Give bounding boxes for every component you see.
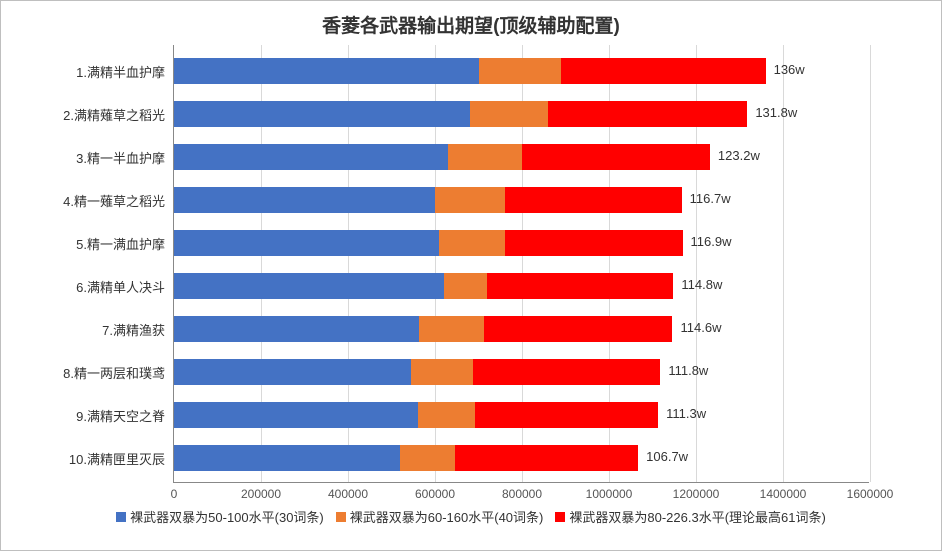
legend-swatch [555,512,565,522]
bar-segment [411,359,473,385]
bar-row [174,187,682,213]
bar-row [174,144,710,170]
legend-label: 裸武器双暴为50-100水平(30词条) [130,507,324,526]
legend-swatch [116,512,126,522]
legend: 裸武器双暴为50-100水平(30词条) 裸武器双暴为60-160水平(40词条)… [1,507,941,526]
bar-segment [174,144,448,170]
value-label: 106.7w [646,449,688,464]
bar-segment [479,58,562,84]
legend-swatch [336,512,346,522]
bar-segment [448,144,522,170]
bar-segment [470,101,548,127]
bar-segment [435,187,505,213]
bar-segment [174,316,419,342]
bar-segment [419,316,484,342]
x-tick-label: 1600000 [847,487,894,501]
category-label: 8.精一两层和璞鸢 [63,363,165,382]
gridline [870,45,871,482]
bar-segment [174,445,400,471]
value-label: 114.8w [681,277,722,292]
bar-segment [418,402,476,428]
x-tick-label: 800000 [502,487,542,501]
value-label: 116.7w [690,191,731,206]
category-label: 6.满精单人决斗 [76,277,165,296]
category-label: 2.满精薙草之稻光 [63,105,165,124]
legend-item: 裸武器双暴为80-226.3水平(理论最高61词条) [555,507,825,526]
bar-segment [548,101,747,127]
bar-segment [473,359,660,385]
value-label: 111.8w [668,363,708,378]
bar-segment [439,230,504,256]
chart-title: 香菱各武器输出期望(顶级辅助配置) [9,11,933,38]
bar-segment [174,187,435,213]
value-label: 131.8w [755,105,797,120]
bar-row [174,402,658,428]
bar-row [174,230,683,256]
bar-segment [400,445,455,471]
value-label: 136w [774,62,805,77]
x-tick-label: 200000 [241,487,281,501]
bar-segment [174,402,418,428]
value-label: 116.9w [691,234,732,249]
bar-segment [174,230,439,256]
bar-segment [174,359,411,385]
category-label: 9.满精天空之脊 [76,406,165,425]
category-label: 7.满精渔获 [102,320,165,339]
bar-row [174,58,766,84]
x-tick-label: 400000 [328,487,368,501]
bar-row [174,273,673,299]
category-label: 10.满精匣里灭辰 [69,449,165,468]
value-label: 114.6w [681,320,722,335]
x-tick-label: 600000 [415,487,455,501]
value-label: 111.3w [666,406,706,421]
legend-label: 裸武器双暴为60-160水平(40词条) [350,507,544,526]
bar-segment [561,58,765,84]
bar-segment [444,273,488,299]
chart-container: 香菱各武器输出期望(顶级辅助配置) 0200000400000600000800… [0,0,942,551]
value-label: 123.2w [718,148,760,163]
plot-area: 0200000400000600000800000100000012000001… [173,45,869,483]
x-tick-label: 0 [171,487,178,501]
legend-label: 裸武器双暴为80-226.3水平(理论最高61词条) [569,507,825,526]
bar-segment [174,58,479,84]
category-label: 4.精一薙草之稻光 [63,191,165,210]
bar-row [174,316,672,342]
bar-segment [484,316,672,342]
legend-item: 裸武器双暴为60-160水平(40词条) [336,507,544,526]
category-label: 1.满精半血护摩 [76,62,165,81]
bar-segment [522,144,710,170]
x-tick-label: 1000000 [586,487,633,501]
bar-segment [487,273,673,299]
x-tick-label: 1200000 [673,487,720,501]
category-label: 5.精一满血护摩 [76,234,165,253]
bar-row [174,359,660,385]
bar-row [174,101,747,127]
category-label: 3.精一半血护摩 [76,148,165,167]
bar-row [174,445,638,471]
bar-segment [505,230,683,256]
bar-segment [505,187,682,213]
bar-segment [475,402,658,428]
bar-segment [174,273,444,299]
x-tick-label: 1400000 [760,487,807,501]
bar-segment [455,445,638,471]
legend-item: 裸武器双暴为50-100水平(30词条) [116,507,324,526]
bar-segment [174,101,470,127]
